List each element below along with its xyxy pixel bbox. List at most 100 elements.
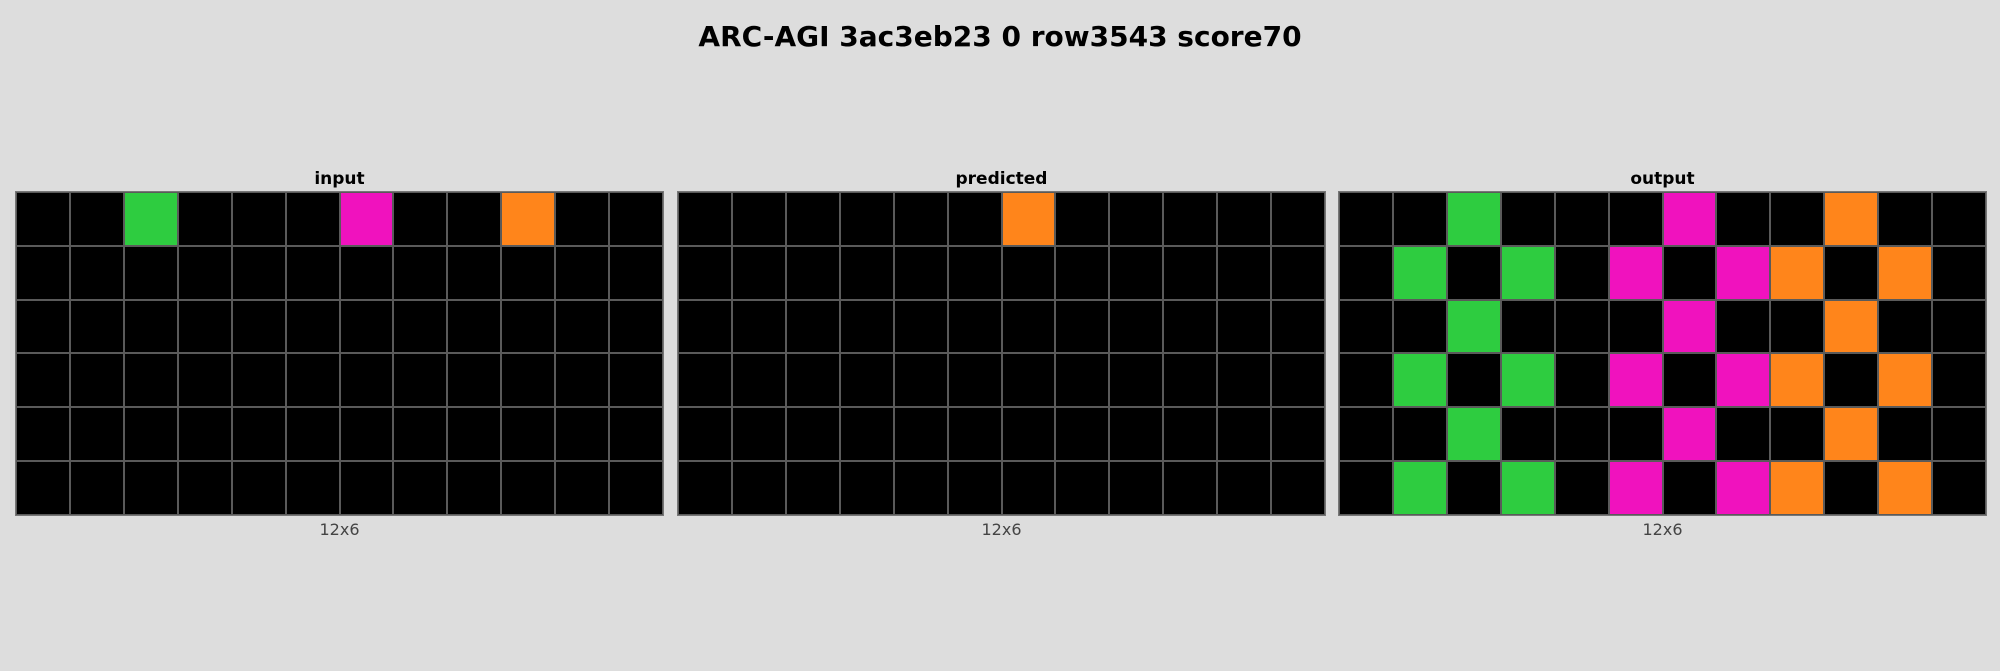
grid-cell (501, 245, 556, 300)
grid-cell (555, 461, 610, 515)
grid-cell (609, 461, 663, 515)
grid-cell (1271, 245, 1325, 300)
grid-cell (555, 407, 610, 462)
grid-cell (69, 192, 124, 246)
grid-cell (123, 353, 178, 408)
grid-cell (1446, 192, 1501, 246)
grid-cell (1554, 461, 1609, 515)
grid-cell (393, 461, 448, 515)
grid-cell (1662, 461, 1717, 515)
grid-cell (393, 299, 448, 354)
grid-cell (285, 353, 340, 408)
grid-cell (1662, 245, 1717, 300)
grid-cell (1770, 245, 1825, 300)
grid-cell (231, 192, 286, 246)
grid-cell (947, 192, 1002, 246)
grid-cell (947, 407, 1002, 462)
grid-cell (1271, 407, 1325, 462)
grid-cell (1217, 192, 1272, 246)
grid-cell (1055, 299, 1110, 354)
grid-cell (1662, 192, 1717, 246)
grid-cell (1001, 192, 1056, 246)
grid-cell (1446, 353, 1501, 408)
grid-cell (1109, 353, 1164, 408)
grid-cell (177, 245, 232, 300)
grid-cell (1217, 353, 1272, 408)
grid-cell (893, 245, 948, 300)
grid-cell (231, 407, 286, 462)
grid-cell (678, 461, 732, 515)
grid-cell (839, 461, 894, 515)
grid-cell (339, 245, 394, 300)
grid-cell (947, 245, 1002, 300)
grid-cell (1878, 245, 1933, 300)
grid-cell (231, 245, 286, 300)
grid-cell (1446, 461, 1501, 515)
grid-cell (285, 192, 340, 246)
grid-cell (501, 299, 556, 354)
grid-cell (731, 353, 786, 408)
grid-cell (177, 353, 232, 408)
grid-cell (1392, 192, 1447, 246)
grid-cell (285, 299, 340, 354)
predicted-panel: predicted 12x6 (677, 167, 1326, 541)
grid-cell (1716, 192, 1771, 246)
grid-cell (555, 299, 610, 354)
grid-cell (1001, 407, 1056, 462)
grid-cell (177, 192, 232, 246)
grid-cell (1932, 353, 1986, 408)
grid-cell (1163, 407, 1218, 462)
grid-cell (1109, 299, 1164, 354)
grid-cell (123, 461, 178, 515)
output-grid (1338, 191, 1987, 516)
grid-cell (1392, 299, 1447, 354)
grid-cell (1163, 461, 1218, 515)
grid-cell (1878, 299, 1933, 354)
grid-cell (501, 353, 556, 408)
grid-cell (69, 407, 124, 462)
grid-cell (947, 353, 1002, 408)
output-dims-label: 12x6 (1642, 520, 1683, 539)
grid-cell (1500, 299, 1555, 354)
grid-cell (1770, 299, 1825, 354)
grid-cell (839, 353, 894, 408)
grid-cell (1339, 407, 1393, 462)
grid-cell (285, 461, 340, 515)
grid-cell (1878, 192, 1933, 246)
grid-cell (123, 299, 178, 354)
grid-cell (1217, 245, 1272, 300)
output-panel-title: output (1630, 169, 1695, 189)
grid-cell (1163, 299, 1218, 354)
grid-cell (1163, 353, 1218, 408)
grid-cell (678, 353, 732, 408)
grid-cell (1716, 353, 1771, 408)
predicted-grid (677, 191, 1326, 516)
grid-cell (1109, 245, 1164, 300)
grid-cell (1932, 461, 1986, 515)
grid-cell (1500, 407, 1555, 462)
grid-cell (1716, 461, 1771, 515)
grid-cell (731, 192, 786, 246)
grid-cell (1824, 245, 1879, 300)
grid-cell (501, 192, 556, 246)
grid-cell (393, 192, 448, 246)
grid-cell (1446, 407, 1501, 462)
grid-cell (231, 299, 286, 354)
grid-cell (285, 245, 340, 300)
grid-cell (1770, 407, 1825, 462)
grid-cell (69, 245, 124, 300)
grid-cell (1339, 461, 1393, 515)
grid-cell (1217, 299, 1272, 354)
grid-cell (1109, 192, 1164, 246)
grid-cell (1554, 192, 1609, 246)
grid-cell (1662, 407, 1717, 462)
grid-cell (69, 461, 124, 515)
input-panel: input 12x6 (15, 167, 664, 541)
grid-cell (1554, 353, 1609, 408)
grid-cell (555, 192, 610, 246)
grid-cell (893, 407, 948, 462)
grid-cell (339, 353, 394, 408)
grid-cell (447, 192, 502, 246)
grid-cell (1271, 192, 1325, 246)
grid-cell (1392, 245, 1447, 300)
